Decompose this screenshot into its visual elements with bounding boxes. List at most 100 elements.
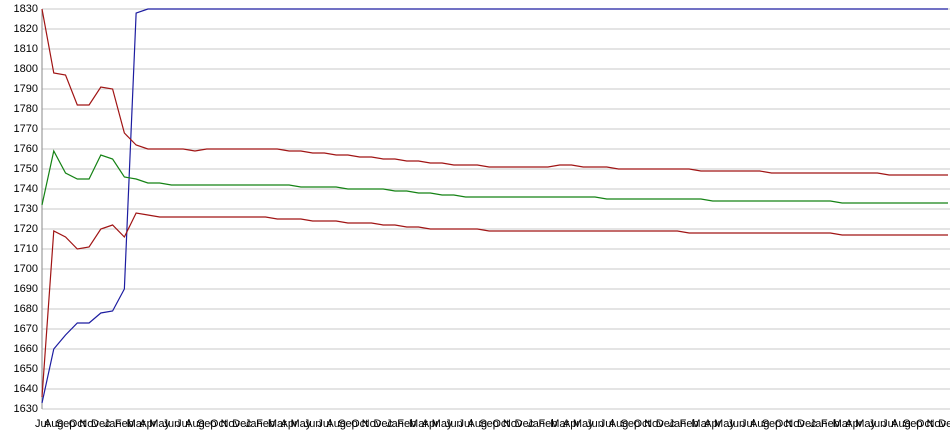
y-tick-label: 1690 xyxy=(14,283,38,295)
y-tick-label: 1630 xyxy=(14,403,38,415)
x-tick-label: Apr xyxy=(422,418,439,430)
x-tick-label: Dec xyxy=(515,418,535,430)
y-tick-label: 1790 xyxy=(14,83,38,95)
y-tick-label: 1720 xyxy=(14,223,38,235)
x-tick-label: Nov xyxy=(79,418,99,430)
x-tick-label: Jan xyxy=(810,418,828,430)
x-tick-label: Sep xyxy=(338,418,358,430)
y-tick-label: 1670 xyxy=(14,323,38,335)
y-tick-label: 1760 xyxy=(14,143,38,155)
y-tick-label: 1640 xyxy=(14,383,38,395)
x-tick-label: Dec xyxy=(656,418,676,430)
line-series xyxy=(41,8,948,404)
x-tick-label: Oct xyxy=(492,418,509,430)
x-tick-label: Jul xyxy=(600,418,614,430)
x-tick-label: Mar xyxy=(127,418,146,430)
x-tick-label: Apr xyxy=(845,418,862,430)
y-tick-label: 1650 xyxy=(14,363,38,375)
x-tick-label: Aug xyxy=(326,418,346,430)
x-tick-label: Jan xyxy=(527,418,545,430)
y-tick-label: 1740 xyxy=(14,183,38,195)
x-tick-label: Jul xyxy=(741,418,755,430)
x-tick-label: Feb xyxy=(256,418,275,430)
x-tick-label: May xyxy=(855,418,876,430)
x-tick-label: Nov xyxy=(644,418,664,430)
x-tick-label: Aug xyxy=(468,418,488,430)
x-tick-label: Jun xyxy=(304,418,322,430)
x-tick-label: Jan xyxy=(104,418,122,430)
y-tick-label: 1820 xyxy=(14,23,38,35)
x-tick-label: Jun xyxy=(163,418,181,430)
x-tick-label: Oct xyxy=(916,418,933,430)
x-tick-label: Oct xyxy=(210,418,227,430)
x-tick-label: Aug xyxy=(44,418,64,430)
x-tick-label: Feb xyxy=(115,418,134,430)
x-tick-label: May xyxy=(149,418,170,430)
x-tick-label: Jul xyxy=(882,418,896,430)
x-tick-label: Feb xyxy=(821,418,840,430)
x-tick-label: Oct xyxy=(351,418,368,430)
x-tick-label: Sep xyxy=(762,418,782,430)
x-tick-label: Oct xyxy=(634,418,651,430)
x-tick-label: Nov xyxy=(785,418,805,430)
x-tick-label: Jun xyxy=(586,418,604,430)
x-tick-label: Sep xyxy=(56,418,76,430)
y-tick-label: 1680 xyxy=(14,303,38,315)
y-tick-label: 1810 xyxy=(14,43,38,55)
y-tick-label: 1750 xyxy=(14,163,38,175)
x-tick-label: Mar xyxy=(409,418,428,430)
x-tick-label: Apr xyxy=(281,418,298,430)
line-series xyxy=(41,212,948,398)
x-tick-label: Aug xyxy=(750,418,770,430)
x-tick-label: Nov xyxy=(220,418,240,430)
x-tick-label: Oct xyxy=(775,418,792,430)
x-tick-label: Nov xyxy=(926,418,946,430)
line-series xyxy=(41,149,948,206)
x-tick-label: Jul xyxy=(35,418,49,430)
x-tick-label: Sep xyxy=(197,418,217,430)
x-tick-label: Jun xyxy=(869,418,887,430)
x-tick-label: Dec xyxy=(232,418,252,430)
x-tick-label: Mar xyxy=(550,418,569,430)
x-tick-label: Jan xyxy=(386,418,404,430)
x-tick-label: Feb xyxy=(397,418,416,430)
x-tick-label: Dec xyxy=(373,418,393,430)
x-tick-label: Nov xyxy=(503,418,523,430)
y-tick-label: 1770 xyxy=(14,123,38,135)
x-tick-label: Aug xyxy=(891,418,911,430)
y-tick-label: 1700 xyxy=(14,263,38,275)
x-tick-label: Jul xyxy=(459,418,473,430)
x-tick-label: Oct xyxy=(69,418,86,430)
y-tick-label: 1710 xyxy=(14,243,38,255)
x-tick-label: May xyxy=(290,418,311,430)
x-tick-label: Jan xyxy=(669,418,687,430)
line-series xyxy=(41,8,948,176)
x-tick-label: Mar xyxy=(268,418,287,430)
x-tick-label: Sep xyxy=(479,418,499,430)
x-tick-label: Feb xyxy=(680,418,699,430)
x-tick-label: Aug xyxy=(609,418,629,430)
x-tick-label: Apr xyxy=(139,418,156,430)
x-tick-label: Mar xyxy=(833,418,852,430)
y-tick-label: 1780 xyxy=(14,103,38,115)
x-tick-label: Feb xyxy=(538,418,557,430)
x-tick-label: Sep xyxy=(903,418,923,430)
x-tick-label: Jan xyxy=(245,418,263,430)
y-tick-label: 1830 xyxy=(14,3,38,15)
x-tick-label: May xyxy=(573,418,594,430)
x-tick-label: Apr xyxy=(704,418,721,430)
x-tick-label: Apr xyxy=(563,418,580,430)
x-tick-label: Mar xyxy=(691,418,710,430)
y-tick-label: 1800 xyxy=(14,63,38,75)
x-tick-label: Jul xyxy=(317,418,331,430)
x-tick-label: Sep xyxy=(621,418,641,430)
y-tick-label: 1660 xyxy=(14,343,38,355)
x-tick-label: Jun xyxy=(727,418,745,430)
x-tick-label: Nov xyxy=(362,418,382,430)
x-tick-label: Jun xyxy=(445,418,463,430)
x-tick-label: May xyxy=(714,418,735,430)
x-tick-label: Dec xyxy=(938,418,950,430)
x-tick-label: Dec xyxy=(91,418,111,430)
x-tick-label: Dec xyxy=(797,418,817,430)
x-tick-label: Jul xyxy=(176,418,190,430)
